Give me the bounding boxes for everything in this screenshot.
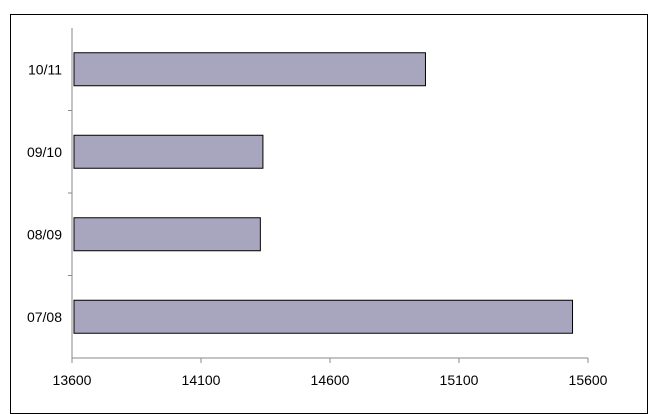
x-tick-label: 14600 bbox=[311, 372, 350, 388]
horizontal-bar-chart: 10/11 09/10 08/09 07/08 13600 14100 14600 1510… bbox=[27, 28, 608, 388]
bar-10-11 bbox=[73, 52, 426, 87]
bar-09-10 bbox=[73, 134, 264, 169]
bars-group bbox=[73, 52, 574, 334]
y-tick-labels: 10/11 09/10 08/09 07/08 bbox=[27, 61, 62, 325]
y-tick-label: 09/10 bbox=[27, 144, 62, 160]
y-tick-label: 07/08 bbox=[27, 309, 62, 325]
bar-08-09 bbox=[73, 217, 261, 252]
x-ticks: 13600 14100 14600 15100 15600 bbox=[53, 358, 608, 388]
y-tick-label: 08/09 bbox=[27, 226, 62, 242]
x-tick-label: 13600 bbox=[53, 372, 92, 388]
bar-07-08 bbox=[73, 299, 574, 334]
x-tick-label: 15600 bbox=[569, 372, 608, 388]
x-tick-label: 15100 bbox=[440, 372, 479, 388]
x-tick-label: 14100 bbox=[182, 372, 221, 388]
y-tick-label: 10/11 bbox=[28, 61, 62, 77]
